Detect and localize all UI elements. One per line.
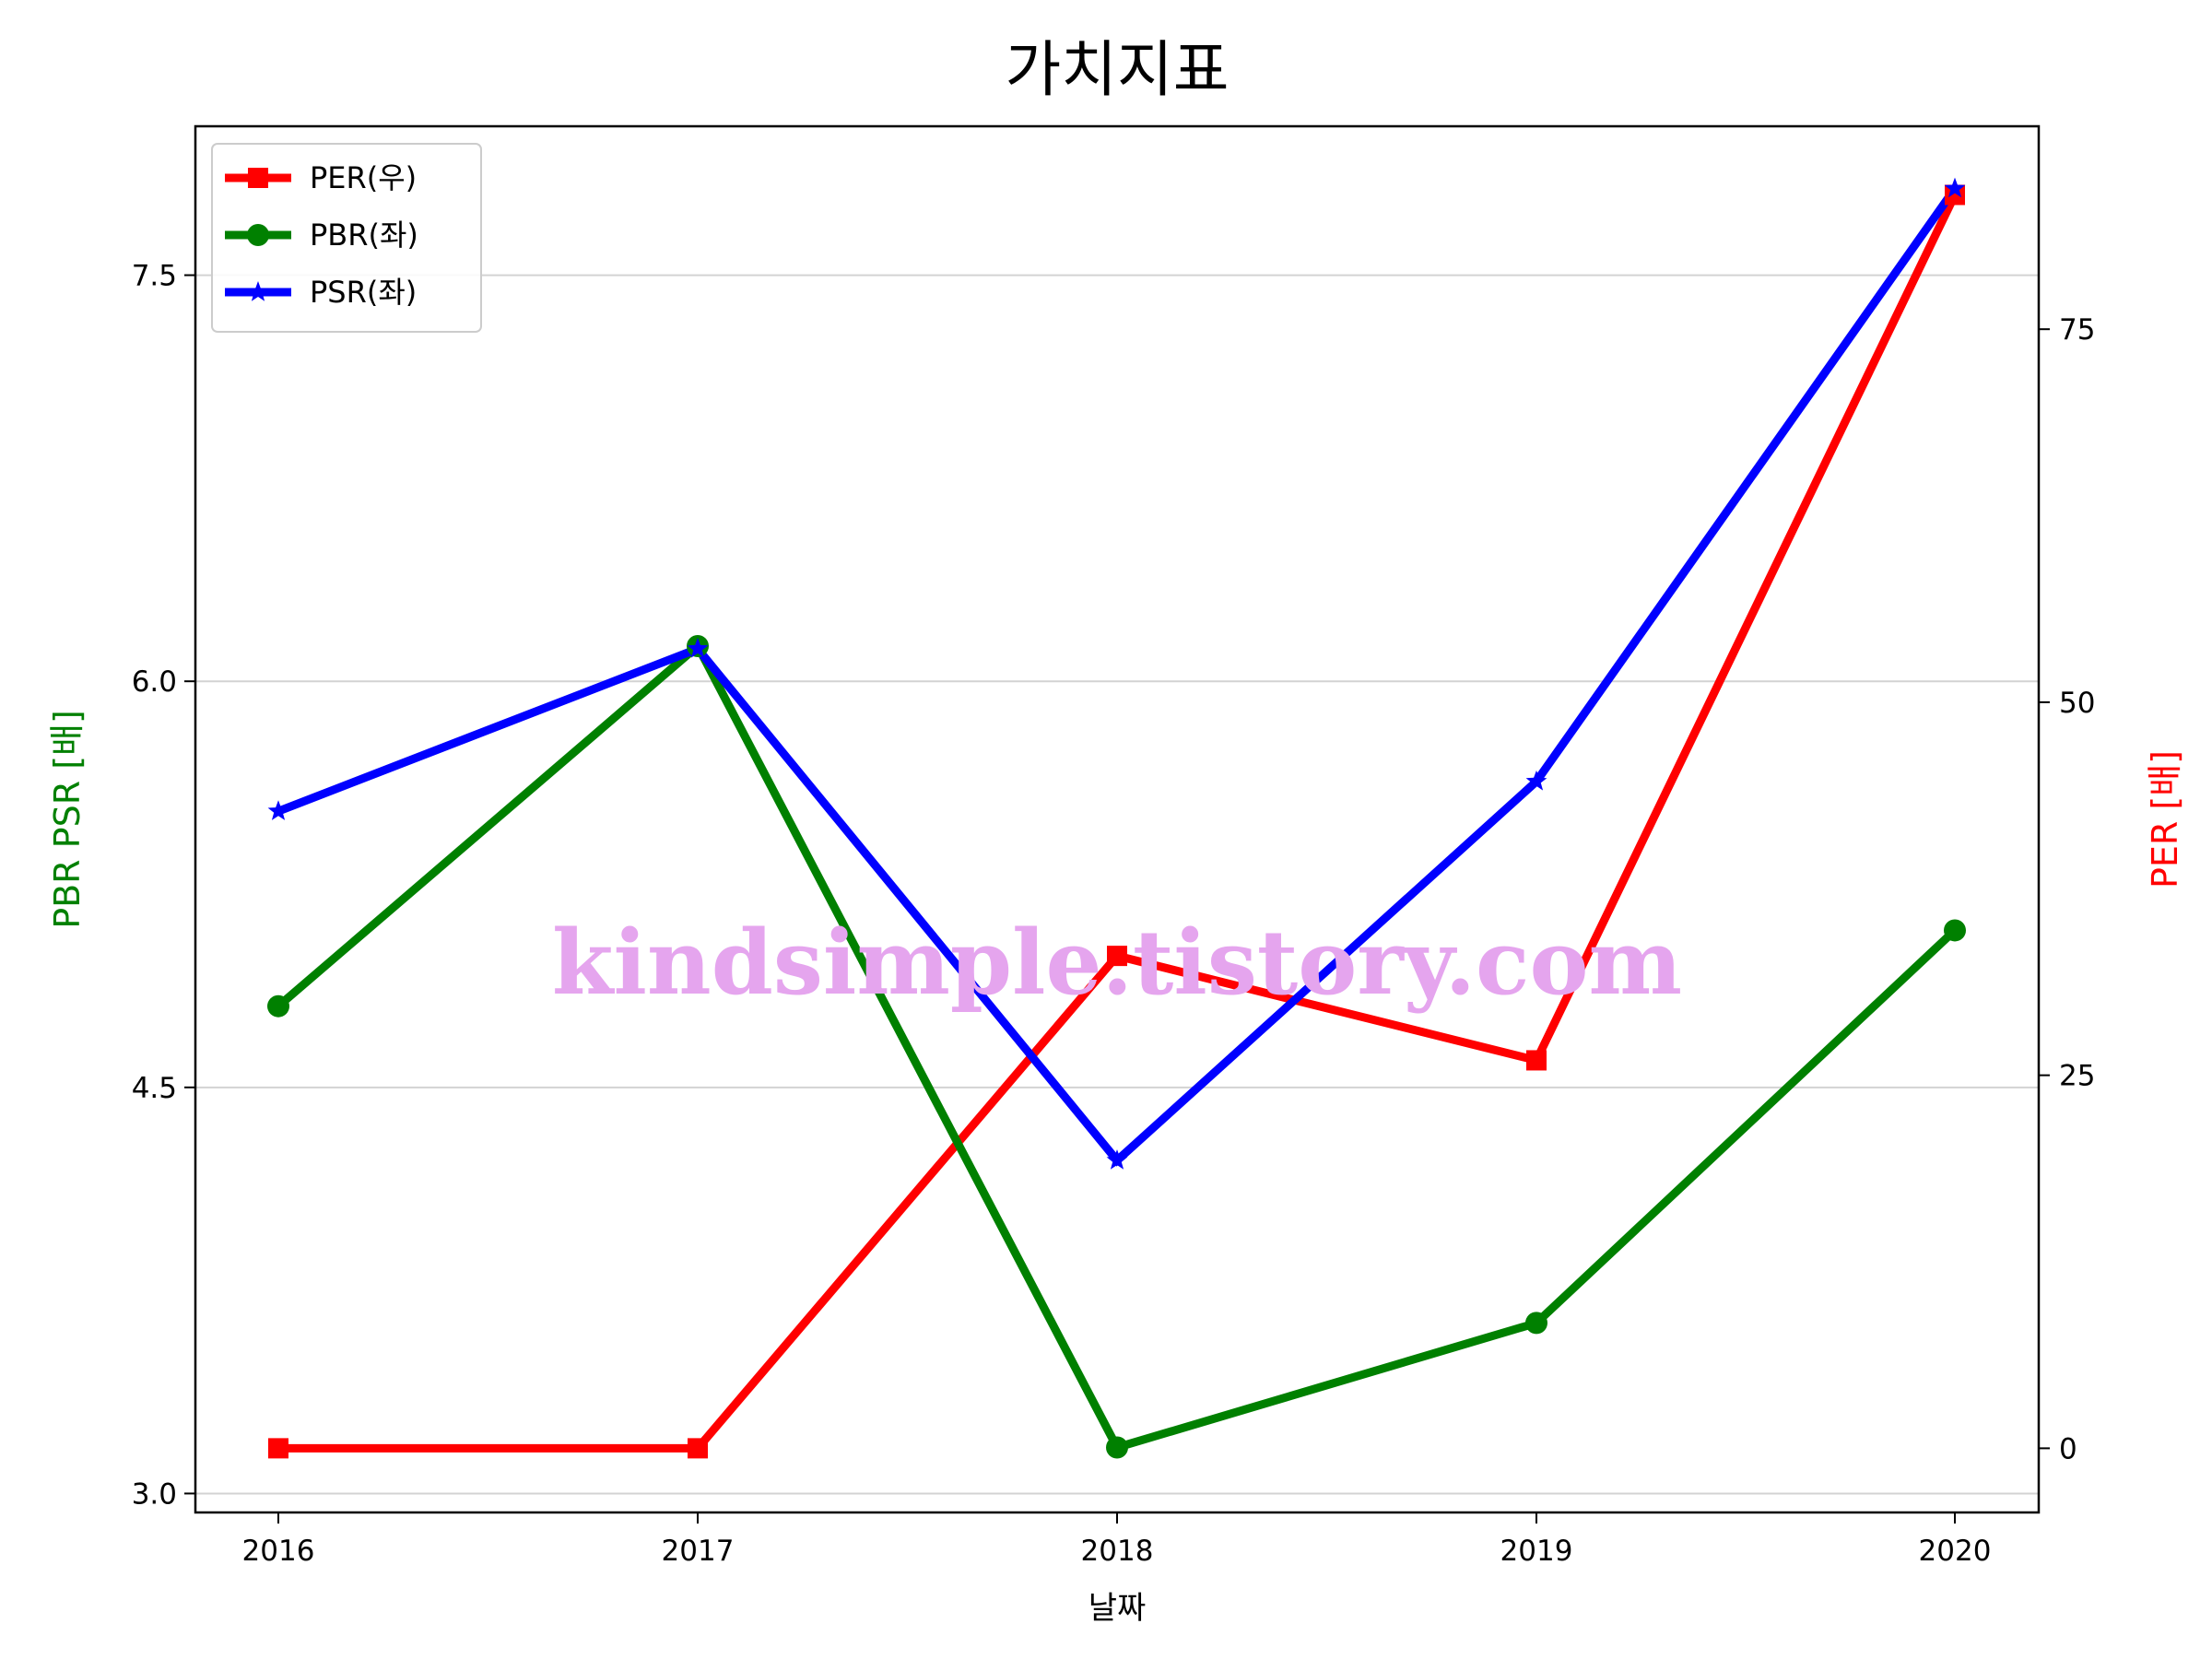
right-axis-ticks: 0 25 50 75 [2039,313,2095,1465]
pbr-data-point [1944,919,1966,942]
pbr-data-point [1106,1436,1128,1459]
psr-data-point [1525,770,1547,791]
x-tick-label: 2020 [1919,1535,1992,1568]
left-axis-ticks: 3.0 4.5 6.0 7.5 [132,260,195,1511]
pbr-legend-marker [247,224,269,246]
per-data-point [1945,184,1965,206]
pbr-legend-label: PBR(좌) [310,218,418,253]
psr-legend-label: PSR(좌) [310,275,417,310]
per-legend-marker [248,168,268,188]
grid-lines [195,274,2039,1495]
right-tick-label: 75 [2059,313,2095,347]
psr-data-point [1106,1149,1128,1170]
left-tick-label: 4.5 [132,1072,177,1105]
pbr-data-point [1525,1312,1547,1335]
x-axis-ticks: 2016 2017 2018 2019 2020 [242,1512,1992,1568]
per-data-point [1107,946,1127,967]
psr-legend-marker [247,281,269,301]
x-tick-label: 2018 [1081,1535,1154,1568]
per-data-point [1526,1050,1547,1071]
psr-data-point [267,800,289,820]
x-tick-label: 2017 [662,1535,735,1568]
x-axis-label: 날짜 [1088,1590,1147,1627]
x-tick-label: 2019 [1500,1535,1573,1568]
per-data-point [268,1438,288,1459]
psr-data-point [1944,177,1966,198]
right-y-axis-label: PER [배] [2145,750,2185,888]
left-tick-label: 7.5 [132,260,177,293]
series-markers [267,177,1966,1459]
pbr-data-point [267,994,289,1018]
right-tick-label: 0 [2059,1432,2077,1465]
right-tick-label: 50 [2059,687,2095,720]
right-tick-label: 25 [2059,1060,2095,1093]
psr-data-point [687,637,709,658]
legend: PER(우) PBR(좌) PSR(좌) [211,143,482,333]
per-legend-label: PER(우) [310,160,417,195]
x-tick-label: 2016 [242,1535,315,1568]
legend-box [211,143,482,333]
per-data-point [688,1438,708,1459]
left-tick-label: 3.0 [132,1477,177,1511]
watermark-text: kindsimple.tistory.com [552,911,1682,1015]
left-tick-label: 6.0 [132,665,177,699]
chart-title: 가치지표 [1006,34,1230,105]
left-y-axis-label: PBR PSR [배] [47,710,88,929]
